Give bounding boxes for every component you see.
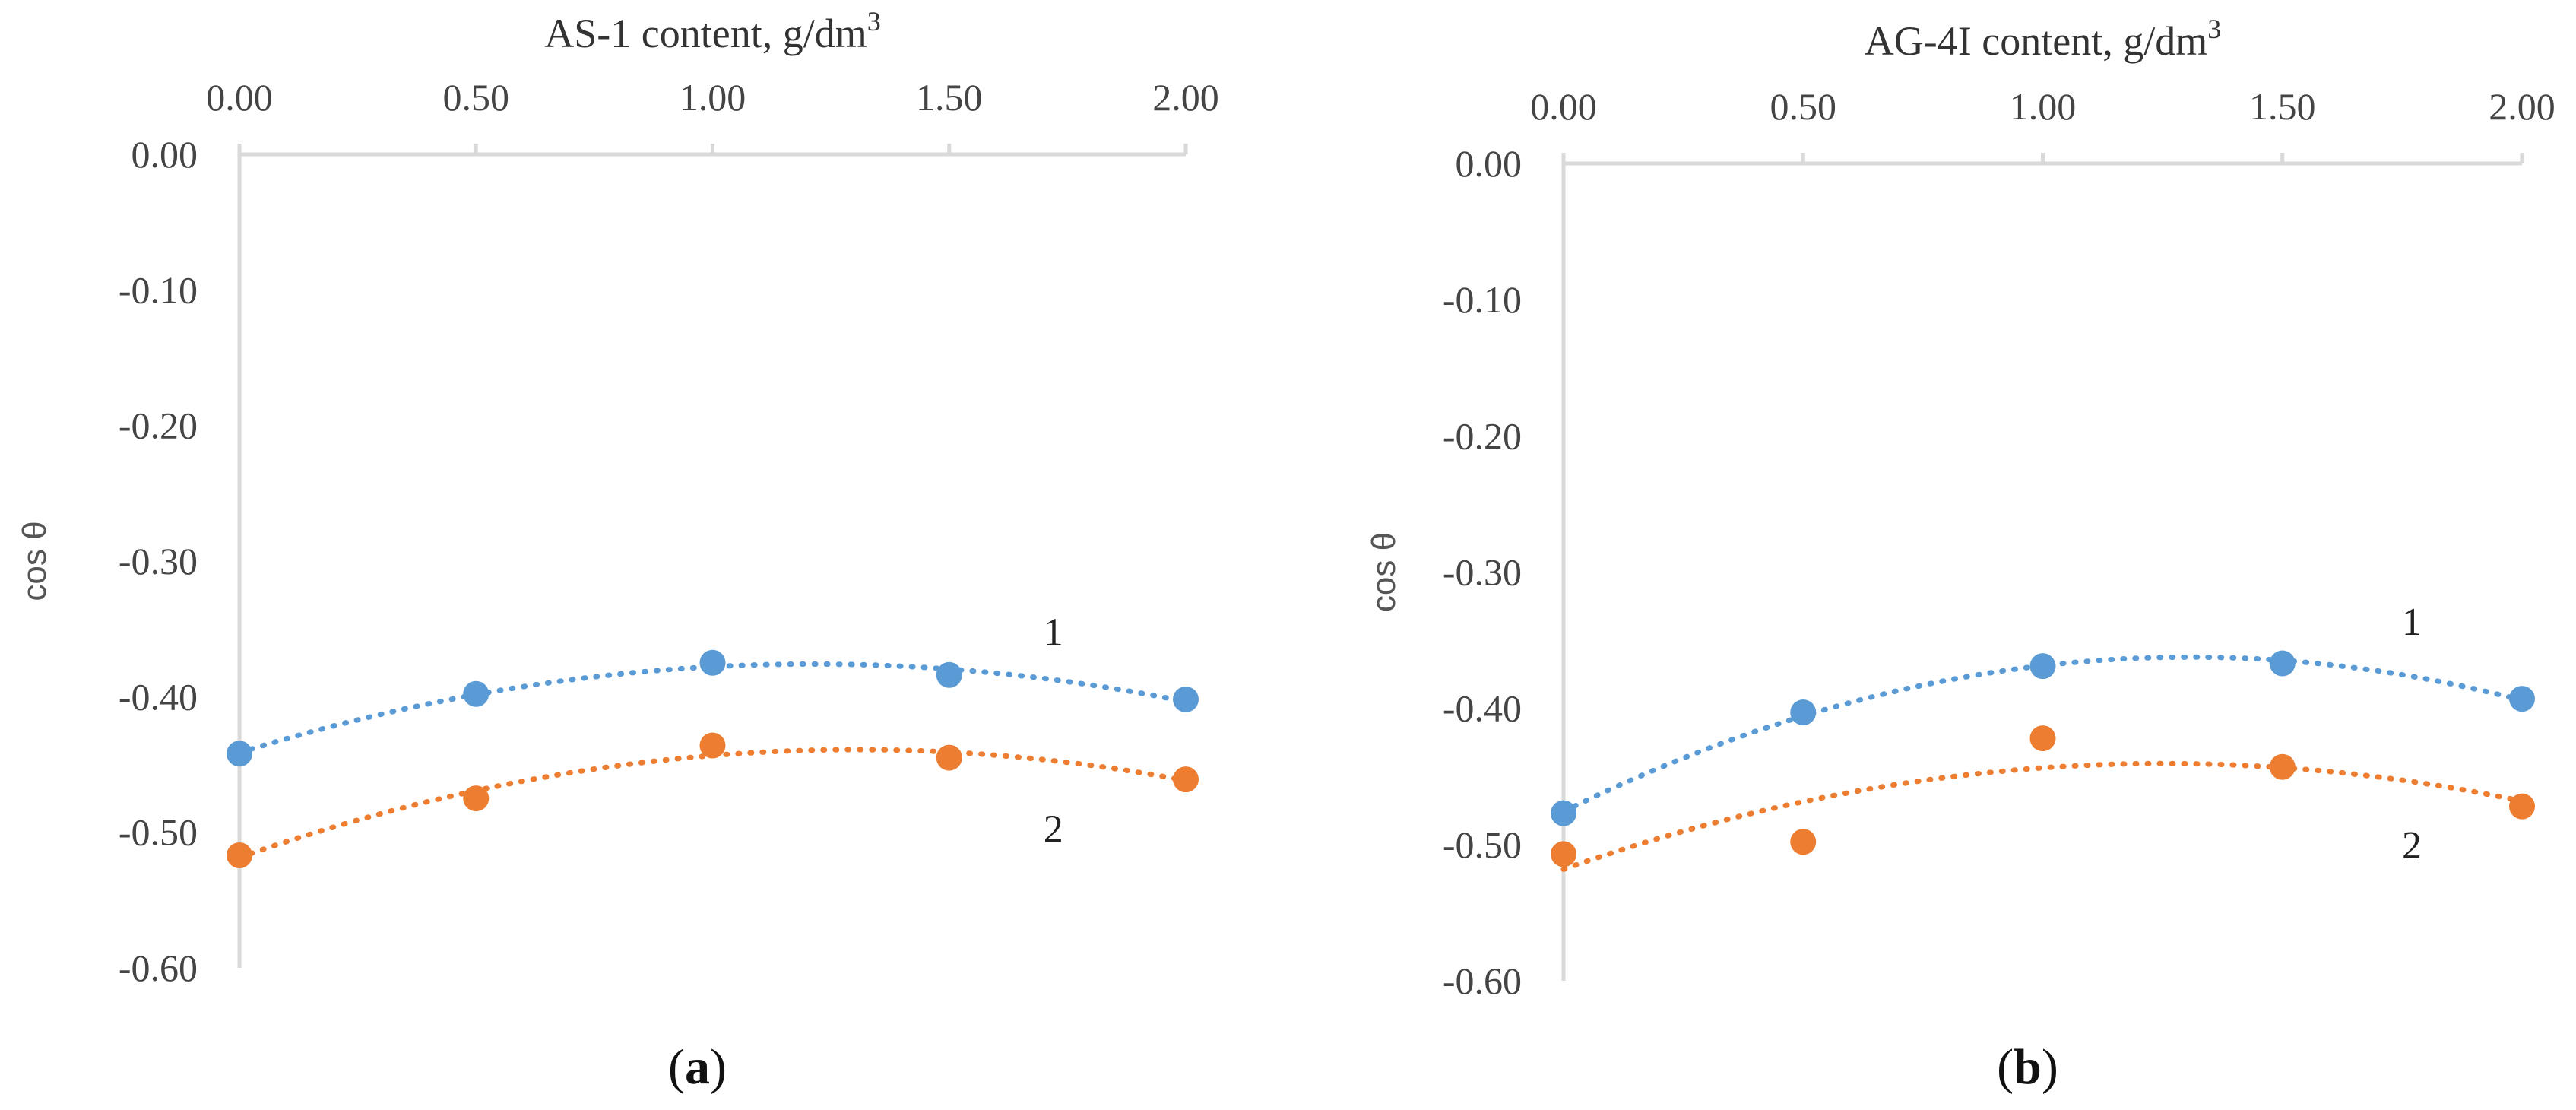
x-axis-title-superscript: 3 [867,6,881,36]
data-point-series-1 [1173,686,1199,712]
caption-open-paren: ( [668,1039,685,1095]
series-label-1: 1 [1044,611,1063,655]
x-tick-label: 1.50 [2249,85,2316,128]
x-tick-label: 1.00 [2010,85,2077,128]
data-point-series-2 [227,842,252,868]
x-axis-title: AS-1 content, g/dm3 [544,6,880,56]
x-tick-label: 0.50 [443,76,510,119]
data-point-series-2 [1173,766,1199,793]
x-tick-label: 0.00 [206,76,273,119]
x-tick-label: 0.00 [1530,85,1597,128]
y-tick-label: -0.50 [1443,823,1522,866]
data-point-series-1 [2029,653,2056,680]
y-tick-label: -0.10 [119,268,198,311]
x-axis-title-superscript: 3 [2207,14,2221,44]
data-point-series-2 [699,732,726,759]
y-tick-label: -0.20 [1443,414,1522,457]
y-tick-label: -0.50 [119,811,198,854]
data-point-series-1 [2509,686,2535,712]
panel-caption: (b) [1997,1039,2058,1095]
y-tick-label: -0.60 [1443,959,1522,1002]
x-tick-label: 2.00 [1152,76,1219,119]
x-tick-label: 2.00 [2489,85,2555,128]
data-point-series-1 [936,661,962,688]
y-tick-label: -0.40 [119,675,198,718]
caption-open-paren: ( [1997,1039,2014,1095]
y-tick-label: -0.20 [119,404,198,447]
y-tick-label: -0.10 [1443,278,1522,321]
data-point-series-2 [463,785,490,812]
caption-letter: b [2014,1039,2042,1095]
trendline-series-1 [1560,654,2525,814]
chart-panel-a: 0.00 0.50 1.00 1.50 2.00 0.00 -0.10 -0.20 -0.30 -… [16,6,1219,1095]
data-point-series-1 [227,741,252,767]
y-axis-title: cos θ [1365,532,1402,612]
y-tick-label: 0.00 [1456,142,1522,185]
x-tick-label: 1.50 [916,76,983,119]
y-tick-label: -0.40 [1443,687,1522,730]
y-tick-label: -0.60 [119,947,198,989]
x-axis-title: AG-4I content, g/dm3 [1865,14,2221,64]
data-point-series-1 [1551,800,1576,826]
y-tick-label: -0.30 [1443,551,1522,594]
data-point-series-2 [2509,793,2535,820]
data-point-series-1 [699,649,726,676]
data-point-series-2 [1790,829,1817,855]
chart-panel-b: 0.00 0.50 1.00 1.50 2.00 0.00 -0.10 -0.20 -0.30 -… [1365,14,2555,1095]
caption-letter: a [685,1039,710,1095]
series-label-2: 2 [1044,807,1063,851]
trendline-series-2 [1560,760,2525,872]
data-point-series-2 [936,744,962,771]
x-tick-label: 0.50 [1770,85,1837,128]
x-axis-title-text: AS-1 content, g/dm [544,11,867,56]
x-axis-title-text: AG-4I content, g/dm [1865,18,2207,64]
caption-close-paren: ) [2042,1039,2058,1095]
series-label-1: 1 [2402,601,2422,644]
data-point-series-1 [463,680,490,707]
caption-close-paren: ) [710,1039,727,1095]
data-point-series-1 [1790,699,1817,726]
y-tick-label: -0.30 [119,540,198,582]
y-axis-title: cos θ [16,521,53,601]
data-point-series-1 [2269,650,2296,677]
series-label-2: 2 [2402,824,2422,867]
data-point-series-2 [2029,725,2056,752]
data-point-series-2 [1551,841,1576,867]
panel-caption: (a) [668,1039,727,1095]
data-point-series-2 [2269,753,2296,780]
x-tick-label: 1.00 [680,76,746,119]
y-tick-label: 0.00 [131,133,198,176]
